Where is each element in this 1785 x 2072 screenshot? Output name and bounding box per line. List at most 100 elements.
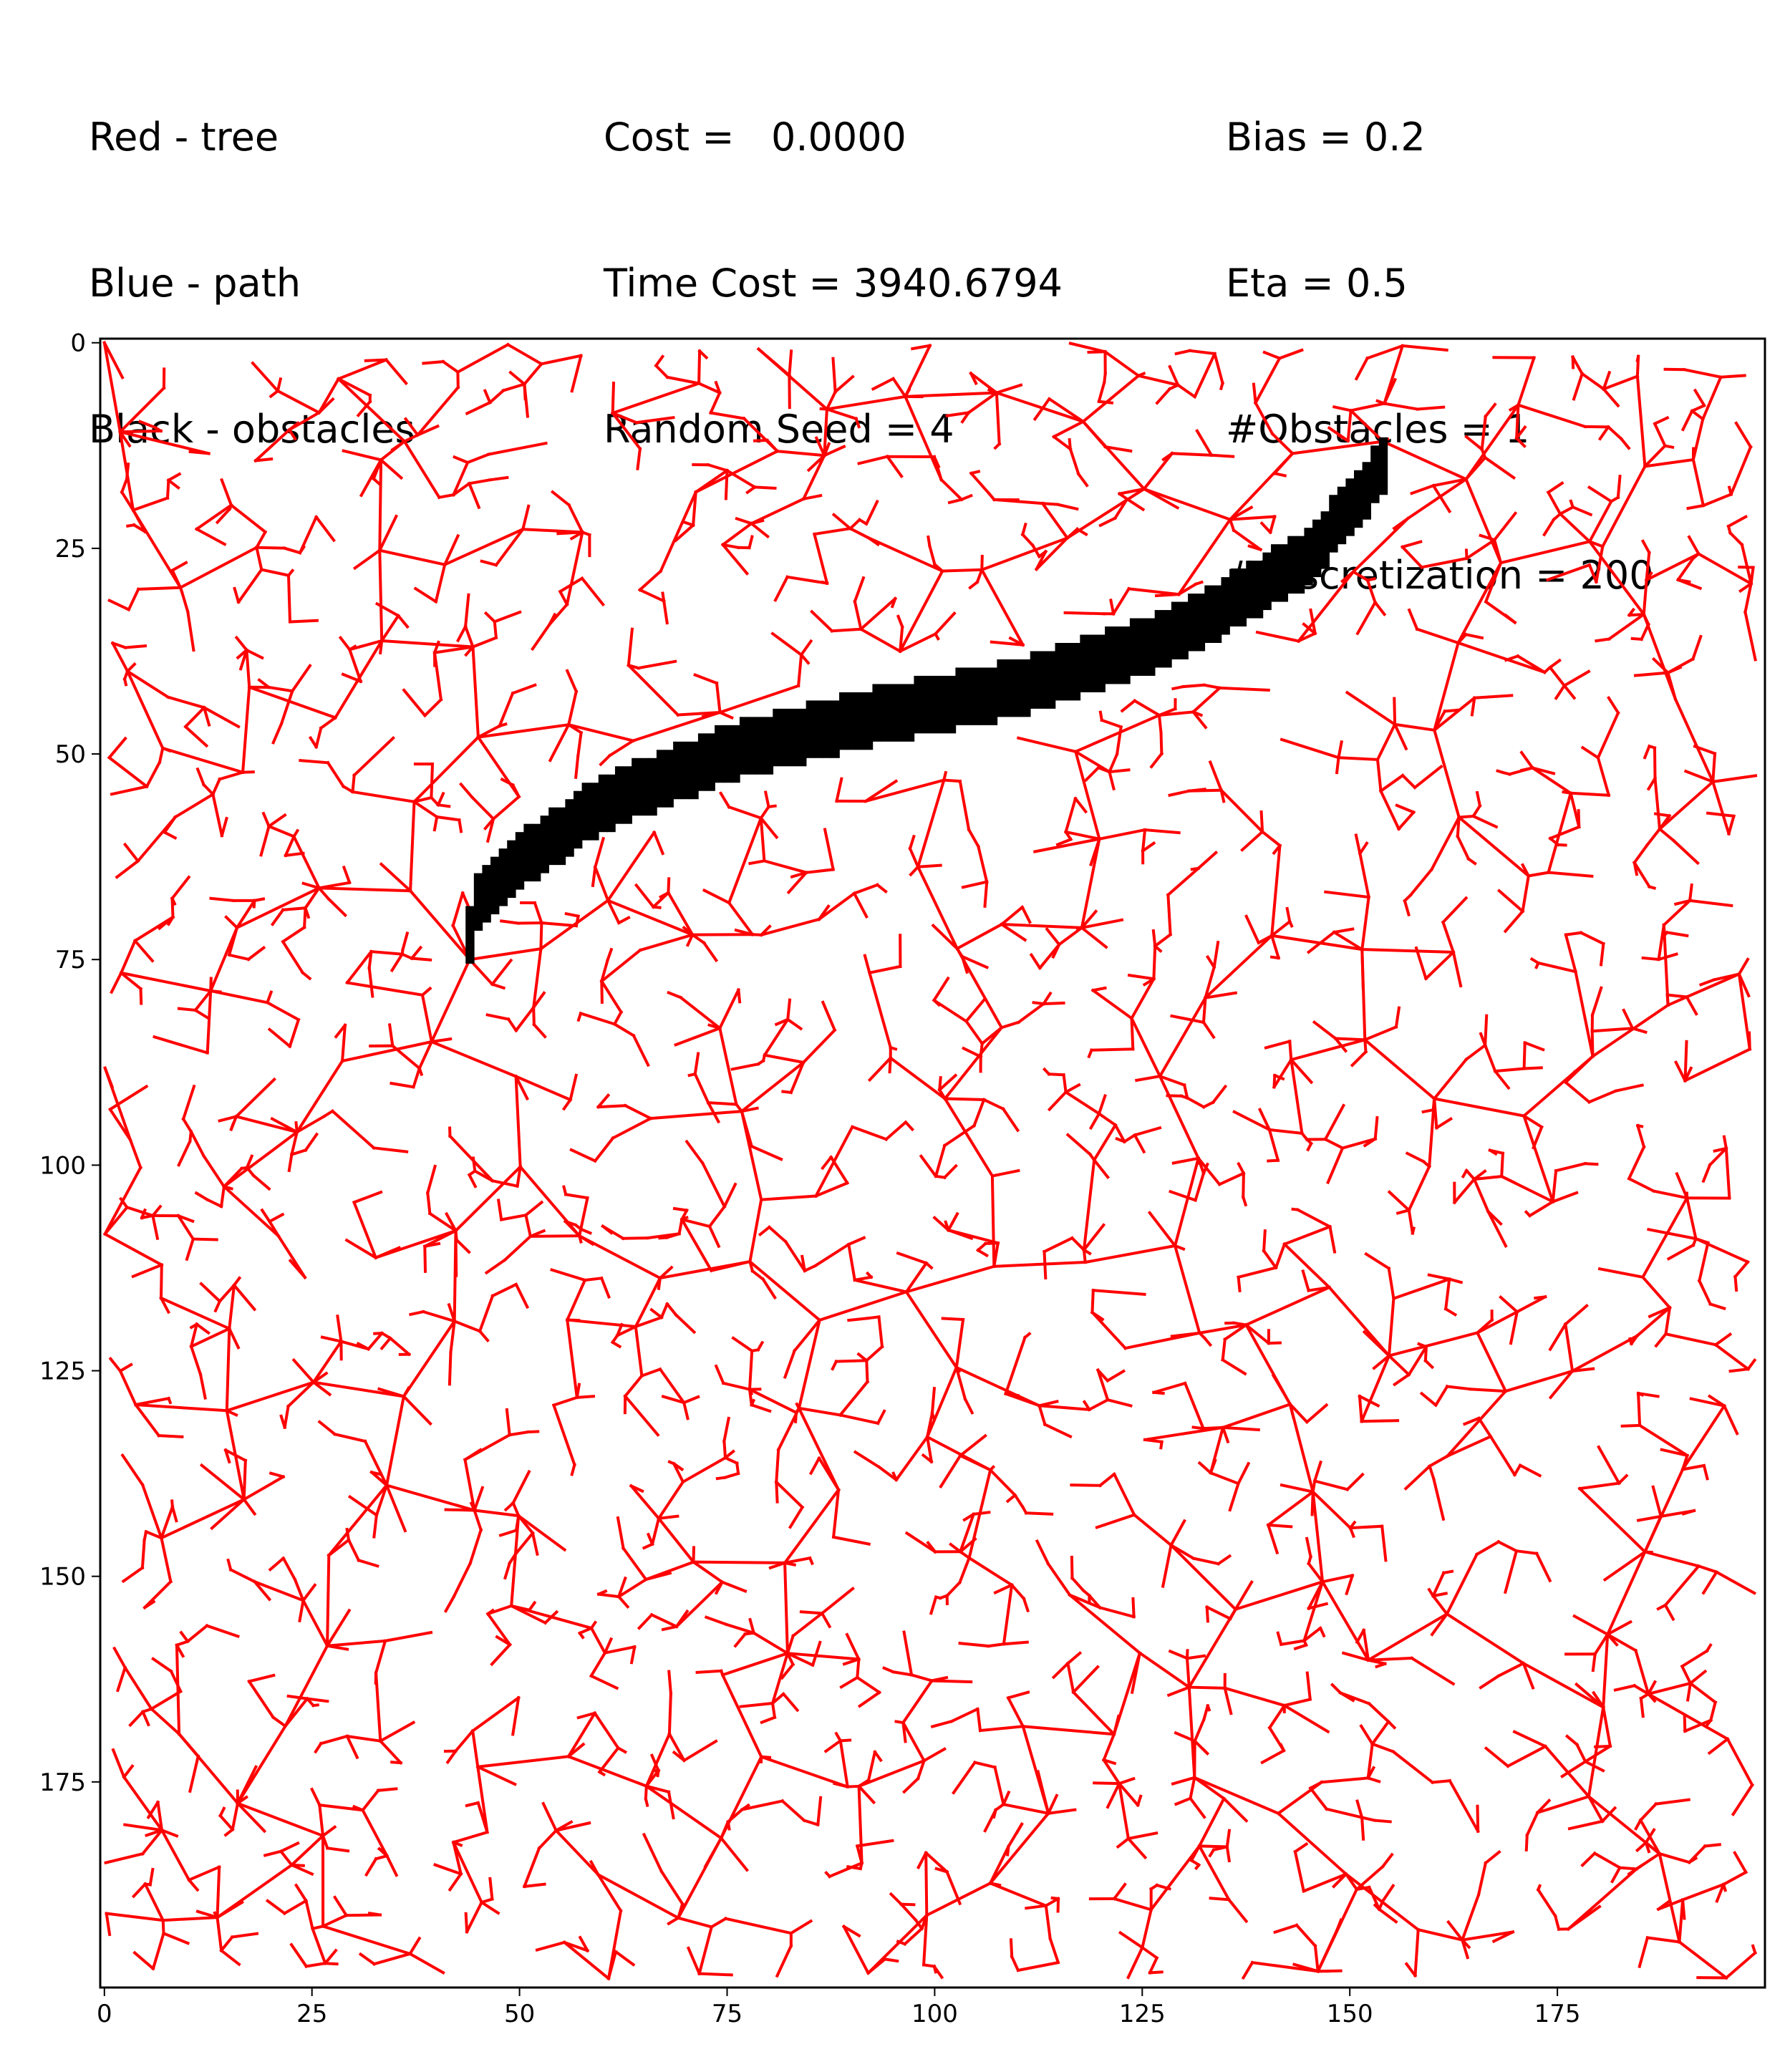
tree-edge [1001, 1790, 1011, 1806]
tree-edge [245, 1154, 254, 1170]
tree-edge [706, 1100, 721, 1124]
tree-edge [1445, 1552, 1479, 1616]
obstacle-cell [673, 741, 682, 800]
tree-edge [245, 648, 251, 689]
tree-edge [1290, 440, 1385, 455]
obstacle-cell [780, 708, 790, 767]
tree-edge [499, 1213, 528, 1221]
tree-edge [553, 1820, 574, 1833]
tree-edge [1310, 1489, 1353, 1530]
tree-edge [943, 1097, 986, 1101]
tree-edge [122, 1665, 154, 1711]
tree-edge [1386, 1719, 1397, 1730]
tree-edge [225, 1327, 231, 1413]
tree-edge [372, 1952, 412, 1966]
tree-edge [1680, 1664, 1693, 1685]
tree-edge [614, 1950, 636, 1967]
tree-edge [475, 1765, 517, 1786]
tree-edge [753, 485, 777, 490]
tree-edge [1037, 1403, 1047, 1427]
tree-edge [1464, 1168, 1476, 1181]
tree-edge [177, 1731, 200, 1758]
tree-edge [1653, 415, 1670, 426]
tree-edge [1293, 1849, 1306, 1893]
tree-edge [219, 1935, 235, 1953]
tree-edge [1070, 1576, 1085, 1593]
tree-edge [600, 979, 604, 1004]
tree-edge [1349, 402, 1386, 412]
tree-edge [610, 411, 642, 451]
tree-edge [451, 481, 472, 497]
tree-edge [485, 1013, 511, 1021]
tree-edge [1595, 544, 1605, 584]
tree-edge [658, 1236, 669, 1240]
tree-edge [1413, 1928, 1420, 1977]
tree-edge [185, 1623, 209, 1644]
tree-edge [775, 1480, 779, 1504]
tree-edge [1595, 637, 1611, 643]
tree-edge [444, 1211, 452, 1222]
tree-edge [179, 1630, 190, 1644]
tree-edge [1070, 1555, 1074, 1580]
tree-edge [122, 1763, 135, 1779]
tree-edge [102, 1231, 164, 1267]
tree-edge [596, 1872, 681, 1920]
tree-edge [659, 490, 698, 573]
tree-edge [634, 1315, 664, 1329]
tree-edge [1566, 1867, 1639, 1932]
tree-edge [108, 1107, 132, 1142]
tree-edge [235, 899, 257, 930]
tree-edge [1627, 612, 1645, 617]
tree-edge [841, 1925, 871, 1975]
tree-edge [233, 586, 241, 604]
tree-edge [1129, 977, 1156, 1021]
tree-edge [1743, 610, 1757, 662]
tree-edge [1483, 455, 1516, 480]
tree-edge [215, 507, 232, 525]
tree-edge [1587, 499, 1614, 544]
tree-edge [1493, 1069, 1511, 1090]
obstacle-cell [756, 717, 765, 775]
tree-edge [898, 631, 938, 654]
tree-edge [885, 454, 904, 478]
tree-edge [1443, 1307, 1458, 1317]
tree-edge [151, 1931, 165, 1971]
tree-edge [1118, 487, 1146, 495]
obstacle-cell [897, 684, 906, 742]
tree-edge [1666, 1243, 1695, 1261]
tree-edge [318, 1803, 364, 1812]
tree-edge [1212, 940, 1220, 969]
tree-edge [1484, 1014, 1489, 1047]
tree-edge [287, 427, 297, 441]
eta-label: Eta = 0.5 [1226, 261, 1408, 306]
tree-edge [1020, 905, 1032, 924]
tree-edge [226, 1558, 233, 1572]
tree-edge [1090, 1047, 1135, 1052]
tree-edge [1547, 791, 1573, 875]
tree-edge [697, 349, 709, 360]
tree-edge [294, 1883, 309, 1903]
tree-edge [864, 778, 946, 803]
tree-edge [218, 1806, 226, 1818]
tree-edge [909, 1672, 934, 1683]
tree-edge [1259, 810, 1264, 833]
tree-edge [1140, 1945, 1159, 1960]
tree-edge [1120, 698, 1137, 713]
tree-edge [1080, 419, 1108, 449]
tree-edge [222, 1166, 244, 1189]
tree-edge [679, 1217, 712, 1229]
tree-edge [1616, 475, 1622, 499]
tree-edge [1129, 1016, 1162, 1078]
tree-edge [1407, 1209, 1415, 1235]
tree-edge [821, 1000, 837, 1032]
tree-edge [831, 1488, 841, 1539]
tree-edge [1289, 1037, 1367, 1062]
tree-edge [597, 1746, 621, 1774]
tree-edge [1646, 1692, 1657, 1703]
tree-edge [150, 1204, 163, 1218]
tree-edge [916, 778, 946, 869]
tree-edge [485, 1612, 512, 1647]
obstacle-cell [515, 832, 525, 890]
tree-edge [1657, 952, 1678, 962]
